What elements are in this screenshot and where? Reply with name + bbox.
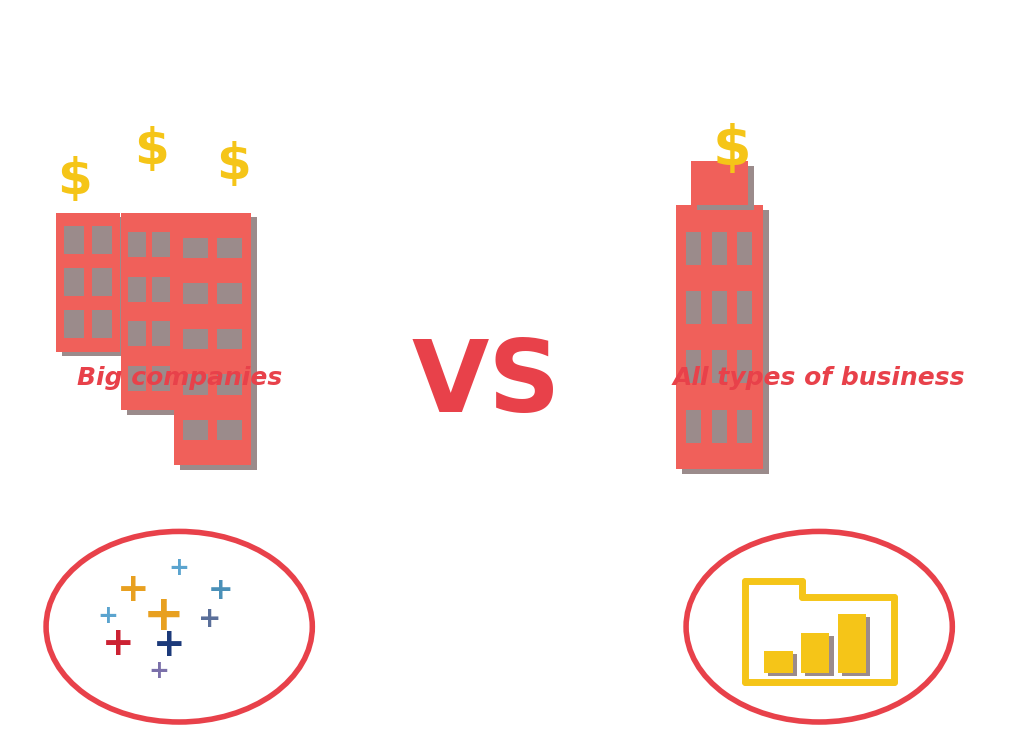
FancyBboxPatch shape — [712, 350, 727, 383]
FancyBboxPatch shape — [153, 277, 170, 302]
Text: +: + — [97, 604, 118, 627]
Text: All types of business: All types of business — [673, 366, 966, 391]
FancyBboxPatch shape — [183, 284, 208, 303]
FancyBboxPatch shape — [686, 232, 701, 265]
FancyBboxPatch shape — [737, 410, 753, 443]
FancyBboxPatch shape — [92, 310, 113, 338]
FancyBboxPatch shape — [92, 226, 113, 254]
Text: +: + — [153, 626, 185, 664]
FancyBboxPatch shape — [92, 268, 113, 296]
FancyBboxPatch shape — [153, 232, 170, 257]
FancyBboxPatch shape — [174, 213, 251, 465]
FancyBboxPatch shape — [183, 237, 208, 258]
Text: +: + — [148, 659, 169, 682]
FancyBboxPatch shape — [217, 284, 242, 303]
FancyBboxPatch shape — [128, 277, 145, 302]
FancyBboxPatch shape — [768, 654, 797, 676]
FancyBboxPatch shape — [217, 420, 242, 440]
Text: +: + — [207, 575, 233, 605]
FancyBboxPatch shape — [121, 213, 177, 410]
FancyBboxPatch shape — [737, 232, 753, 265]
FancyBboxPatch shape — [682, 210, 769, 474]
FancyBboxPatch shape — [764, 651, 793, 673]
FancyBboxPatch shape — [56, 213, 120, 352]
FancyBboxPatch shape — [128, 322, 145, 346]
FancyBboxPatch shape — [183, 375, 208, 394]
Text: Big companies: Big companies — [77, 366, 282, 391]
FancyBboxPatch shape — [697, 166, 754, 210]
FancyBboxPatch shape — [217, 237, 242, 258]
FancyBboxPatch shape — [686, 410, 701, 443]
FancyBboxPatch shape — [676, 205, 763, 469]
FancyBboxPatch shape — [737, 291, 753, 324]
FancyBboxPatch shape — [180, 217, 257, 470]
Text: VS: VS — [412, 336, 561, 433]
FancyBboxPatch shape — [712, 410, 727, 443]
Text: +: + — [101, 625, 134, 663]
FancyBboxPatch shape — [712, 232, 727, 265]
FancyBboxPatch shape — [63, 226, 84, 254]
FancyBboxPatch shape — [217, 375, 242, 394]
FancyBboxPatch shape — [686, 291, 701, 324]
Text: $: $ — [713, 123, 752, 177]
FancyBboxPatch shape — [153, 322, 170, 346]
Text: +: + — [117, 571, 150, 609]
Text: $: $ — [57, 155, 92, 204]
FancyBboxPatch shape — [838, 614, 866, 673]
FancyBboxPatch shape — [62, 217, 126, 356]
FancyBboxPatch shape — [737, 350, 753, 383]
FancyBboxPatch shape — [805, 636, 834, 676]
FancyBboxPatch shape — [63, 310, 84, 338]
FancyBboxPatch shape — [127, 217, 183, 415]
FancyBboxPatch shape — [183, 329, 208, 349]
FancyBboxPatch shape — [153, 366, 170, 391]
FancyBboxPatch shape — [686, 350, 701, 383]
FancyBboxPatch shape — [63, 268, 84, 296]
Text: +: + — [143, 592, 184, 640]
FancyBboxPatch shape — [183, 420, 208, 440]
Text: +: + — [169, 556, 189, 580]
FancyBboxPatch shape — [128, 232, 145, 257]
FancyBboxPatch shape — [842, 617, 870, 676]
FancyBboxPatch shape — [691, 161, 748, 205]
Text: $: $ — [216, 141, 251, 189]
Text: +: + — [199, 605, 221, 633]
FancyBboxPatch shape — [217, 329, 242, 349]
Text: $: $ — [134, 126, 169, 174]
FancyBboxPatch shape — [128, 366, 145, 391]
FancyBboxPatch shape — [712, 291, 727, 324]
FancyBboxPatch shape — [801, 633, 829, 673]
